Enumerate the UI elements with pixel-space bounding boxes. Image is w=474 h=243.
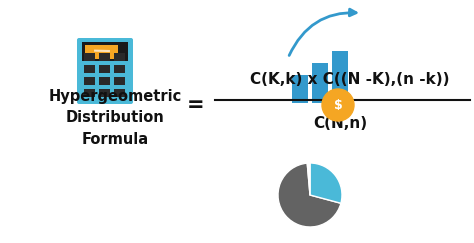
Bar [84, 77, 95, 85]
Bar [84, 65, 95, 73]
Bar [100, 53, 110, 61]
Text: $: $ [334, 98, 342, 112]
Bar [115, 89, 126, 97]
Text: C(N,n): C(N,n) [313, 115, 367, 130]
FancyBboxPatch shape [77, 38, 133, 104]
Text: =: = [187, 95, 205, 115]
Bar [85, 45, 119, 59]
Bar [115, 53, 126, 61]
Bar [82, 42, 128, 61]
Bar [84, 89, 95, 97]
Bar [292, 75, 308, 103]
Bar [115, 65, 126, 73]
Bar [100, 65, 110, 73]
Text: Hypergeometric: Hypergeometric [48, 88, 182, 104]
Bar [115, 77, 126, 85]
Text: Formula: Formula [82, 132, 148, 148]
Wedge shape [278, 163, 341, 227]
Bar [84, 53, 95, 61]
Bar [100, 77, 110, 85]
Bar [118, 45, 126, 53]
Wedge shape [310, 163, 342, 203]
Text: C(K,k) x C((N -K),(n -k)): C(K,k) x C((N -K),(n -k)) [250, 72, 450, 87]
Circle shape [322, 89, 354, 121]
Bar [312, 63, 328, 103]
Bar [100, 89, 110, 97]
Bar [332, 51, 348, 103]
Text: Distribution: Distribution [65, 111, 164, 125]
Wedge shape [307, 163, 310, 195]
